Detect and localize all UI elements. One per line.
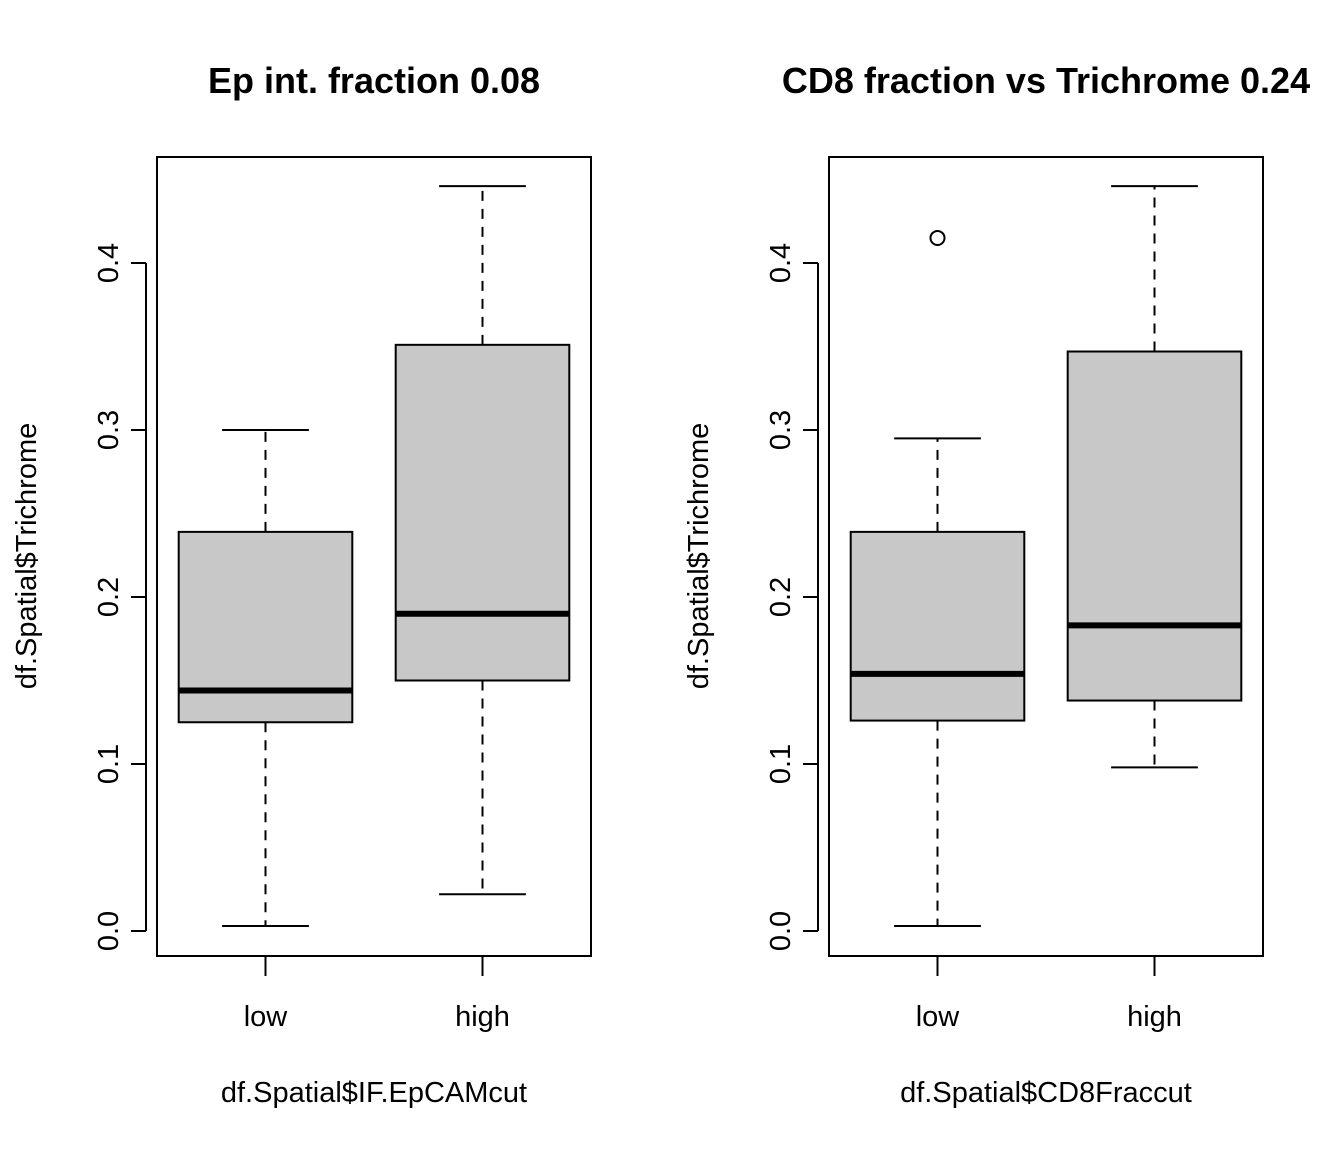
x-tick-label: low xyxy=(916,1001,961,1033)
y-tick-label: 0.3 xyxy=(93,410,125,450)
x-axis-label: df.Spatial$CD8Fraccut xyxy=(900,1077,1192,1109)
box-iqr xyxy=(849,530,1026,722)
y-axis-label: df.Spatial$Trichrome xyxy=(683,423,715,689)
y-tick-label: 0.1 xyxy=(765,744,797,784)
plot-frame xyxy=(156,156,592,957)
y-tick-label: 0.2 xyxy=(765,577,797,617)
y-tick-label: 0.4 xyxy=(765,243,797,283)
chart-title: CD8 fraction vs Trichrome 0.24 xyxy=(782,60,1310,101)
chart-title: Ep int. fraction 0.08 xyxy=(208,60,540,101)
y-axis-label: df.Spatial$Trichrome xyxy=(11,423,43,689)
y-tick-label: 0.3 xyxy=(765,410,797,450)
y-tick-label: 0.0 xyxy=(93,911,125,951)
boxplot-panel-epcam: Ep int. fraction 0.08 df.Spatial$IF.EpCA… xyxy=(11,60,592,1109)
x-tick-label: high xyxy=(455,1001,510,1033)
outlier-point xyxy=(929,229,946,246)
y-tick-label: 0.0 xyxy=(765,911,797,951)
x-axis-label: df.Spatial$IF.EpCAMcut xyxy=(221,1077,527,1109)
y-tick-label: 0.2 xyxy=(93,577,125,617)
plot-frame xyxy=(828,156,1264,957)
box-iqr xyxy=(1066,350,1243,702)
boxplot-panel-cd8: CD8 fraction vs Trichrome 0.24 df.Spatia… xyxy=(683,60,1310,1109)
box-iqr xyxy=(177,530,354,724)
x-tick-label: low xyxy=(244,1001,289,1033)
x-tick-label: high xyxy=(1127,1001,1182,1033)
y-tick-label: 0.1 xyxy=(93,744,125,784)
box-iqr xyxy=(394,343,571,682)
y-tick-label: 0.4 xyxy=(93,243,125,283)
